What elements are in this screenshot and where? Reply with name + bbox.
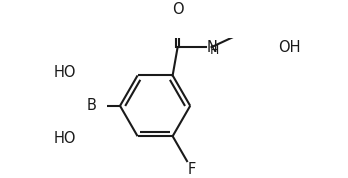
Text: OH: OH bbox=[278, 40, 301, 55]
Text: B: B bbox=[86, 98, 96, 113]
Text: O: O bbox=[172, 2, 183, 17]
Text: HO: HO bbox=[54, 131, 76, 146]
Text: N: N bbox=[207, 40, 218, 55]
Text: HO: HO bbox=[54, 65, 76, 80]
Text: F: F bbox=[188, 162, 196, 177]
Text: H: H bbox=[209, 44, 219, 57]
